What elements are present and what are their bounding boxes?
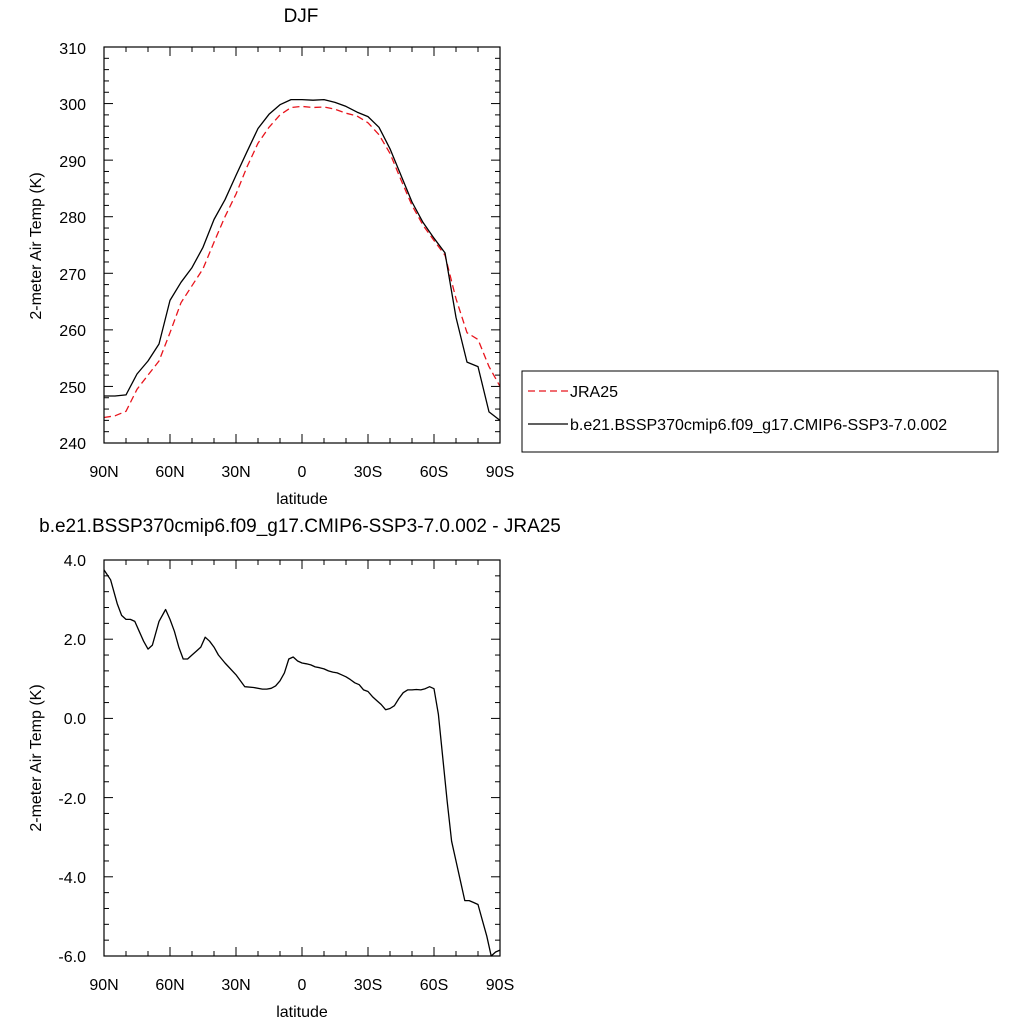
top-y-axis-title: 2-meter Air Temp (K) <box>28 172 45 319</box>
bottom-y-tick-label: -2.0 <box>58 791 86 808</box>
top-x-axis-title: latitude <box>276 491 328 508</box>
panel-top: DJF 90N 60N 30N 0 30S 60S 90S 240 250 26… <box>28 6 514 508</box>
top-x-tick-label: 30S <box>354 464 382 481</box>
top-x-tick-label: 0 <box>298 464 307 481</box>
top-y-tick-label: 290 <box>59 154 86 171</box>
top-y-tick-label: 280 <box>59 210 86 227</box>
bottom-y-tick-label: 0.0 <box>64 711 86 728</box>
bottom-x-tick-label: 30S <box>354 977 382 994</box>
bottom-y-tick-label: 2.0 <box>64 632 86 649</box>
bottom-series-lines <box>103 569 501 957</box>
bottom-series-line-difference-0 <box>103 569 501 957</box>
top-plot-frame <box>103 46 501 444</box>
legend-box <box>521 370 999 453</box>
top-y-tick-label: 250 <box>59 380 86 397</box>
bottom-plot-title: b.e21.BSSP370cmip6.f09_g17.CMIP6-SSP3-7.… <box>39 516 561 537</box>
bottom-x-tick-labels: 90N 60N 30N 0 30S 60S 90S <box>89 977 514 994</box>
legend-label-model: b.e21.BSSP370cmip6.f09_g17.CMIP6-SSP3-7.… <box>570 417 947 434</box>
top-y-tick-label: 240 <box>59 436 86 453</box>
bottom-x-tick-label: 60N <box>155 977 184 994</box>
top-x-tick-label: 90S <box>486 464 514 481</box>
legend-label-jra25: JRA25 <box>570 384 618 401</box>
top-tick-marks <box>103 46 501 444</box>
top-y-tick-label: 310 <box>59 41 86 58</box>
bottom-x-tick-label: 90S <box>486 977 514 994</box>
top-y-tick-label: 300 <box>59 97 86 114</box>
bottom-plot-frame <box>103 559 501 957</box>
top-x-tick-label: 90N <box>89 464 118 481</box>
top-x-tick-label: 60N <box>155 464 184 481</box>
top-plot-title: DJF <box>284 6 319 27</box>
bottom-x-tick-label: 0 <box>298 977 307 994</box>
top-series-line-jra25 <box>103 105 501 419</box>
top-y-tick-label: 260 <box>59 323 86 340</box>
bottom-x-tick-label: 60S <box>420 977 448 994</box>
bottom-y-axis-title: 2-meter Air Temp (K) <box>28 684 45 831</box>
top-series-lines <box>103 98 501 421</box>
bottom-y-tick-label: 4.0 <box>64 553 86 570</box>
legend: JRA25 b.e21.BSSP370cmip6.f09_g17.CMIP6-S… <box>521 370 999 453</box>
bottom-y-tick-label: -4.0 <box>58 870 86 887</box>
top-series-line-b-e21-bssp370cmip6-f09-g17-cmip6-ssp3-7-0-002 <box>104 98 501 421</box>
top-y-tick-labels: 240 250 260 270 280 290 300 310 <box>59 41 86 453</box>
top-x-tick-label: 60S <box>420 464 448 481</box>
bottom-y-tick-label: -6.0 <box>58 949 86 966</box>
bottom-x-axis-title: latitude <box>276 1004 328 1021</box>
top-x-tick-label: 30N <box>221 464 250 481</box>
bottom-x-tick-label: 90N <box>89 977 118 994</box>
top-y-tick-label: 270 <box>59 267 86 284</box>
bottom-y-tick-labels: -6.0 -4.0 -2.0 0.0 2.0 4.0 <box>58 553 86 966</box>
panel-bottom: b.e21.BSSP370cmip6.f09_g17.CMIP6-SSP3-7.… <box>28 516 561 1021</box>
top-x-tick-labels: 90N 60N 30N 0 30S 60S 90S <box>89 464 514 481</box>
bottom-x-tick-label: 30N <box>221 977 250 994</box>
bottom-tick-marks <box>103 559 501 957</box>
